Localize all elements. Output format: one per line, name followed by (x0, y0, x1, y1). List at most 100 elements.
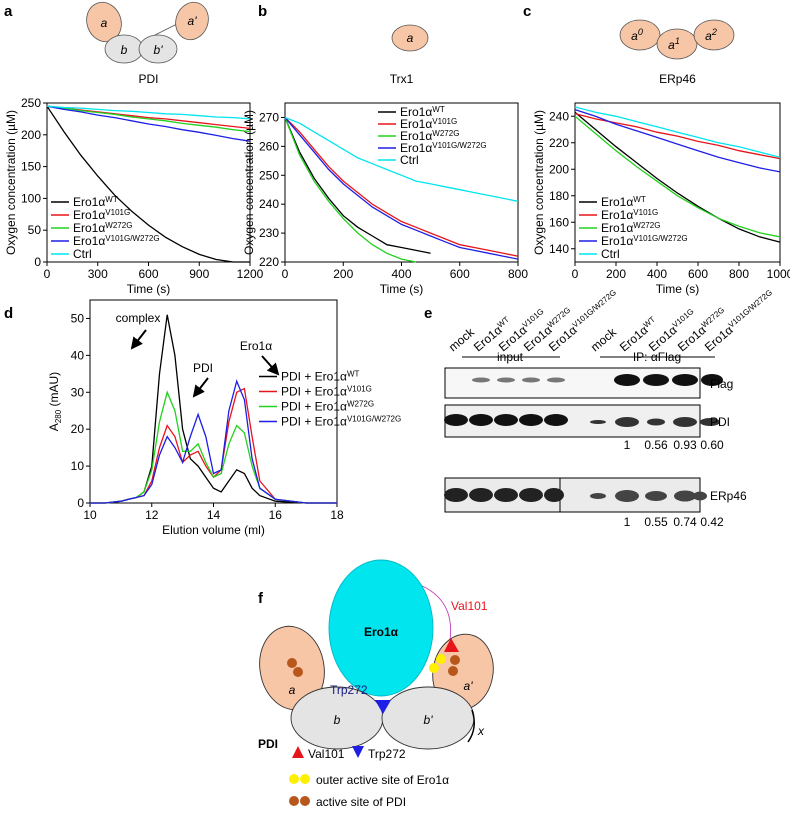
panel-letter: b (258, 3, 267, 20)
data-line (284, 116, 519, 202)
lane-text: mock (588, 325, 620, 355)
annotation: PDI (193, 361, 213, 375)
legend-label: Ctrl (73, 247, 92, 261)
legend-label: Ero1αV101G (400, 117, 457, 132)
data-line (574, 108, 781, 173)
quant-label: 0.93 (673, 438, 697, 452)
legend-sup: V101G/W272G (347, 414, 401, 423)
legend-sup: V101G/W272G (633, 234, 687, 243)
legend-name: Ero1α (601, 195, 633, 209)
annotation: complex (116, 311, 161, 325)
data-line (284, 117, 519, 257)
y-axis-label-sub: 280 (54, 409, 63, 423)
y-axis-label-text: A (47, 423, 61, 431)
y-axis-label-text: Oxygen concentration (µM) (532, 110, 546, 255)
panel-letter: f (258, 590, 264, 607)
lane-text: mock (446, 325, 478, 355)
legend-name: Ero1α (73, 195, 105, 209)
x-axis-label: Time (s) (656, 282, 700, 296)
group-label: input (497, 350, 524, 364)
quant-label: 0.42 (700, 515, 724, 529)
x-axis-label: Elution volume (ml) (162, 523, 265, 537)
data-line (574, 115, 781, 238)
residue-label: Val101 (451, 599, 488, 613)
x-tick-label: 600 (450, 267, 470, 281)
y-tick-label: 200 (21, 128, 41, 142)
domain-sup: 1 (675, 36, 680, 46)
legend-sup: W272G (347, 399, 374, 408)
domain-label: a' (188, 14, 198, 28)
x-tick-label: 200 (333, 267, 353, 281)
x-tick-label: 1000 (767, 267, 790, 281)
quant-label: 0.60 (700, 438, 724, 452)
domain-label: b' (154, 43, 164, 57)
quant-label: 1 (624, 515, 631, 529)
y-tick-label: 10 (71, 459, 85, 473)
x-tick-label: 0 (44, 267, 51, 281)
legend-sup: WT (633, 195, 646, 204)
residue-label: Trp272 (330, 683, 368, 697)
x-tick-label: 12 (145, 508, 159, 522)
legend-sup: V101G (105, 208, 130, 217)
legend-label: Ero1αW272G (601, 221, 660, 236)
y-tick-label: 20 (71, 422, 85, 436)
x-tick-label: 200 (606, 267, 626, 281)
legend-name: Ero1α (601, 221, 633, 235)
domain-label: a (407, 31, 414, 45)
data-line (46, 105, 250, 263)
diagram-shapes (259, 559, 494, 806)
legend-name: PDI + Ero1α (281, 400, 347, 414)
legend-name: Ctrl (73, 247, 92, 261)
legend-text: Trp272 (368, 747, 406, 761)
legend-sup: V101G (347, 384, 372, 393)
domain-text: a (668, 38, 675, 52)
y-tick-label: 250 (21, 96, 41, 110)
quant-label: 0.74 (673, 515, 697, 529)
panel-letter: a (4, 3, 13, 20)
plot-frame (574, 102, 781, 263)
legend-label: Ero1αV101G/W272G (400, 141, 487, 156)
lane-label: mock (446, 325, 478, 355)
y-tick-label: 50 (28, 223, 42, 237)
legend-name: PDI + Ero1α (281, 385, 347, 399)
trx1-schematic (391, 24, 429, 52)
x-tick-label: 14 (207, 508, 221, 522)
y-tick-label: 250 (259, 168, 279, 182)
diagram-label: Ero1α (364, 625, 399, 639)
legend-sup: V101G (432, 117, 457, 126)
legend-label: PDI + Ero1αV101G (281, 384, 372, 399)
legend-label: Ctrl (400, 153, 419, 167)
group-label: IP: αFlag (633, 350, 681, 364)
lane-sup: V101G/W272G (726, 288, 773, 330)
data-line (90, 379, 337, 504)
x-tick-label: 400 (647, 267, 667, 281)
legend-label: Ero1αV101G/W272G (73, 234, 160, 249)
y-tick-label: 240 (259, 197, 279, 211)
x-axis-label: Time (s) (127, 282, 171, 296)
data-line (284, 117, 417, 263)
domain-label: a (289, 683, 296, 697)
panel-letter: e (424, 305, 432, 322)
legend-sup: W272G (432, 129, 459, 138)
legend-label: Ero1αWT (601, 195, 646, 210)
y-tick-label: 200 (549, 162, 569, 176)
diagram-label: PDI (258, 737, 278, 751)
data-line (46, 105, 251, 142)
legend-label: Ero1αV101G (73, 208, 130, 223)
domain-label: b (334, 713, 341, 727)
x-axis-label: Time (s) (380, 282, 424, 296)
quant-label: 0.56 (644, 438, 668, 452)
data-line (46, 105, 251, 133)
domain-label: a2 (705, 27, 717, 43)
arrow (261, 355, 280, 376)
y-tick-label: 150 (21, 160, 41, 174)
legend-label: PDI + Ero1αV101G/W272G (281, 414, 401, 429)
legend-sup: WT (432, 105, 445, 114)
domain-sup: 0 (638, 27, 643, 37)
legend-sup: V101G/W272G (432, 141, 486, 150)
legend-name: Ero1α (601, 234, 633, 248)
legend-sup: WT (105, 195, 118, 204)
data-line (284, 117, 431, 254)
y-tick-label: 220 (549, 136, 569, 150)
domain-text: a (631, 29, 638, 43)
